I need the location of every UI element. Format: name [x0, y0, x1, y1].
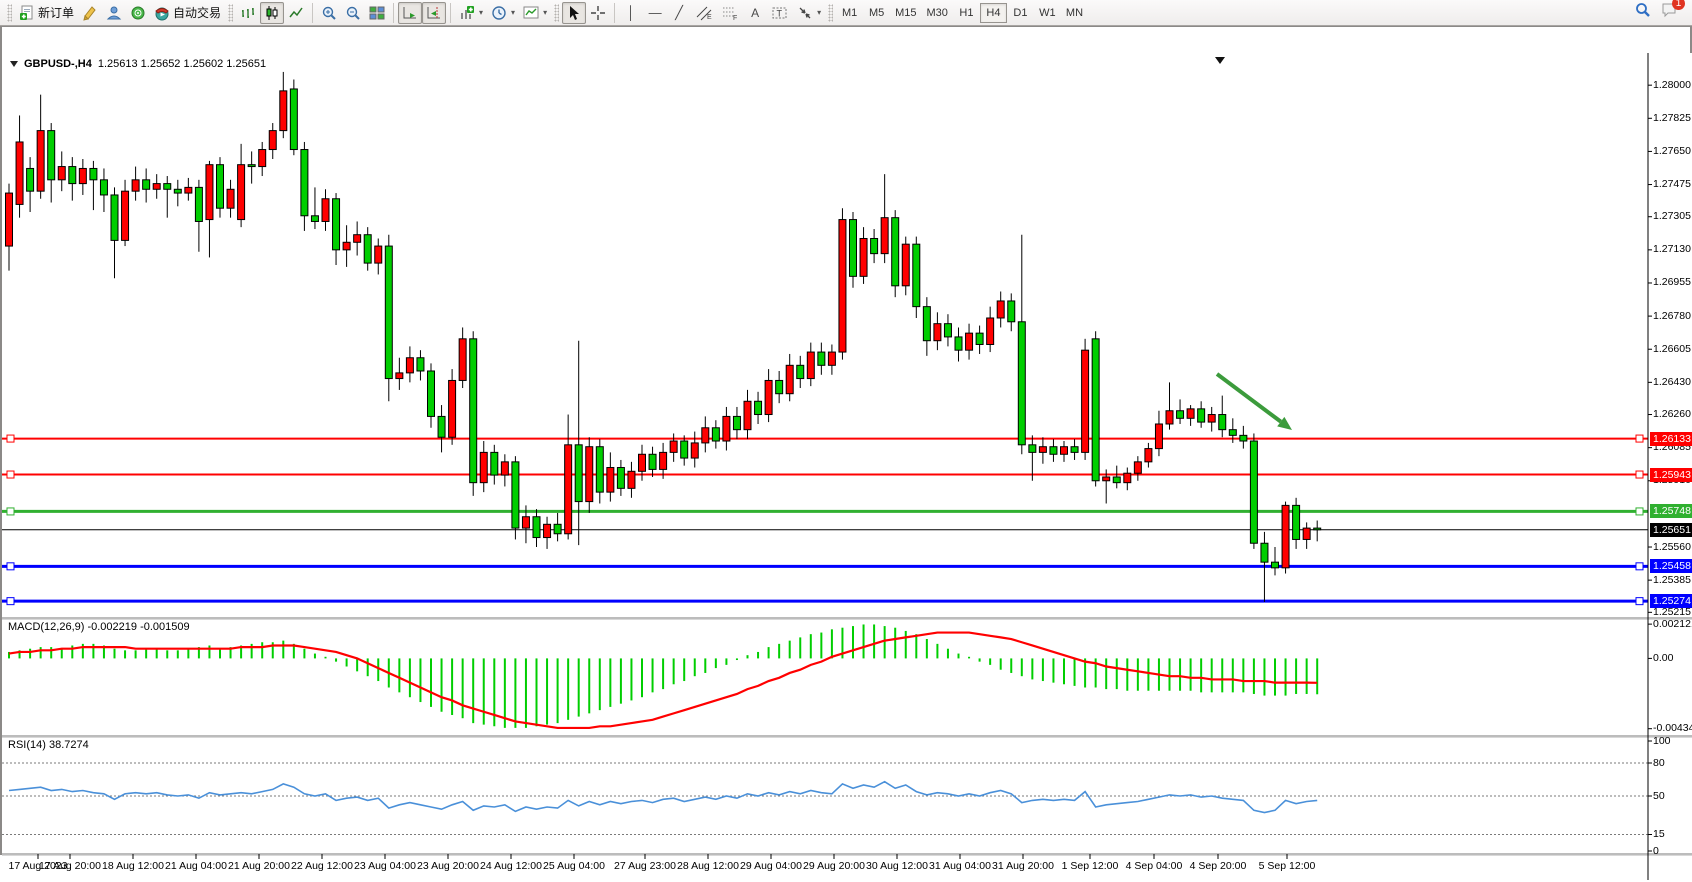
templates-icon: [523, 6, 539, 18]
trendline-button[interactable]: ╱: [667, 2, 691, 24]
text-label-button[interactable]: T: [767, 2, 793, 24]
dropdown-arrow-icon: ▾: [543, 8, 548, 17]
price-level-lines[interactable]: [2, 434, 1648, 606]
main-toolbar: 新订单 自动交易 ▾ ▾: [0, 0, 1692, 26]
horizontal-line-button[interactable]: —: [643, 2, 667, 24]
text-label-icon: T: [772, 7, 787, 18]
equidistant-channel-button[interactable]: E: [691, 2, 717, 24]
line-chart-icon: [289, 7, 303, 17]
toolbar-grip[interactable]: [228, 3, 234, 22]
metaeditor-icon: [83, 5, 96, 21]
signals-button[interactable]: [126, 2, 150, 24]
fibonacci-button[interactable]: F: [717, 2, 743, 24]
cursor-icon: [570, 5, 580, 20]
chart-shift-marker[interactable]: [1215, 57, 1225, 64]
autotrading-label: 自动交易: [173, 6, 222, 20]
autotrading-icon: [155, 7, 169, 20]
auto-scroll-button[interactable]: [398, 1, 423, 24]
signals-icon: [131, 6, 145, 19]
line-chart-button[interactable]: [284, 2, 308, 24]
toolbar-grip[interactable]: [554, 3, 560, 22]
chart-window: GBPUSD-,H4 1.25613 1.25652 1.25602 1.256…: [0, 26, 1692, 882]
equidistant-channel-icon: E: [696, 6, 712, 21]
search-button[interactable]: [1634, 1, 1652, 24]
horizontal-line-icon: —: [648, 5, 662, 20]
chart-shift-button[interactable]: [422, 1, 447, 24]
timeframe-m1-button[interactable]: M1: [841, 6, 858, 19]
svg-text:T: T: [777, 8, 783, 18]
crosshair-icon: [591, 5, 606, 20]
arrow-annotation[interactable]: [1215, 372, 1292, 430]
arrows-button[interactable]: ▾: [793, 2, 825, 24]
timeframe-m5-button[interactable]: M5: [868, 6, 885, 19]
tile-windows-button[interactable]: [365, 2, 389, 24]
cursor-button[interactable]: [562, 1, 587, 24]
crosshair-button[interactable]: [586, 2, 610, 24]
arrows-icon: [799, 7, 811, 18]
notifications-button[interactable]: 1: [1660, 0, 1685, 24]
toolbar-grip[interactable]: [828, 3, 834, 22]
chart-shift-icon: [427, 6, 441, 18]
periods-button[interactable]: ▾: [487, 2, 519, 24]
toolbar-grip[interactable]: [7, 3, 12, 22]
bar-chart-button[interactable]: [236, 2, 260, 24]
zoom-in-button[interactable]: [317, 2, 341, 24]
timeframe-h4-button[interactable]: H4: [979, 2, 1007, 23]
text-button[interactable]: A: [743, 2, 767, 24]
auto-scroll-icon: [403, 6, 417, 18]
timeframe-d1-button[interactable]: D1: [1013, 6, 1028, 19]
text-icon: A: [751, 5, 760, 20]
timeframe-w1-button[interactable]: W1: [1039, 6, 1056, 19]
new-order-button[interactable]: 新订单: [15, 2, 78, 24]
macd-signal-line: [8, 631, 1318, 730]
search-icon: [1636, 3, 1650, 17]
tile-windows-icon: [369, 6, 385, 19]
timeframe-m15-button[interactable]: M15: [895, 6, 917, 19]
timeframe-h1-button[interactable]: H1: [959, 6, 974, 19]
rsi-line: [8, 780, 1318, 814]
fibonacci-icon: F: [723, 7, 737, 21]
candlestick-chart-icon: [266, 5, 278, 20]
indicators-button[interactable]: ▾: [455, 2, 487, 24]
zoom-out-icon: [346, 6, 360, 20]
vertical-line-button[interactable]: │: [619, 2, 643, 24]
notification-count-badge: 1: [1672, 0, 1685, 10]
dropdown-arrow-icon: ▾: [817, 8, 822, 17]
zoom-in-icon: [322, 6, 336, 20]
candlestick-chart-button[interactable]: [260, 1, 285, 24]
timeframe-m30-button[interactable]: M30: [926, 6, 948, 19]
metaeditor-button[interactable]: [78, 2, 102, 24]
svg-text:E: E: [707, 14, 712, 21]
candles-layer: [5, 71, 1322, 602]
chart-canvas[interactable]: [2, 27, 1692, 882]
autotrading-button[interactable]: 自动交易: [150, 2, 225, 24]
periods-icon: [492, 5, 506, 20]
profile-icon: [106, 6, 122, 19]
zoom-out-button[interactable]: [341, 2, 365, 24]
timeframe-mn-button[interactable]: MN: [1065, 6, 1084, 19]
vertical-line-icon: │: [627, 5, 636, 20]
profile-button[interactable]: [102, 2, 126, 24]
bar-chart-icon: [242, 7, 255, 18]
new-order-icon: [20, 5, 33, 20]
new-order-label: 新订单: [38, 6, 75, 20]
dropdown-arrow-icon: ▾: [511, 8, 516, 17]
svg-text:F: F: [733, 15, 737, 21]
dropdown-arrow-icon: ▾: [479, 8, 484, 17]
indicators-icon: [461, 5, 475, 19]
templates-button[interactable]: ▾: [519, 2, 551, 24]
trendline-icon: ╱: [675, 5, 683, 20]
